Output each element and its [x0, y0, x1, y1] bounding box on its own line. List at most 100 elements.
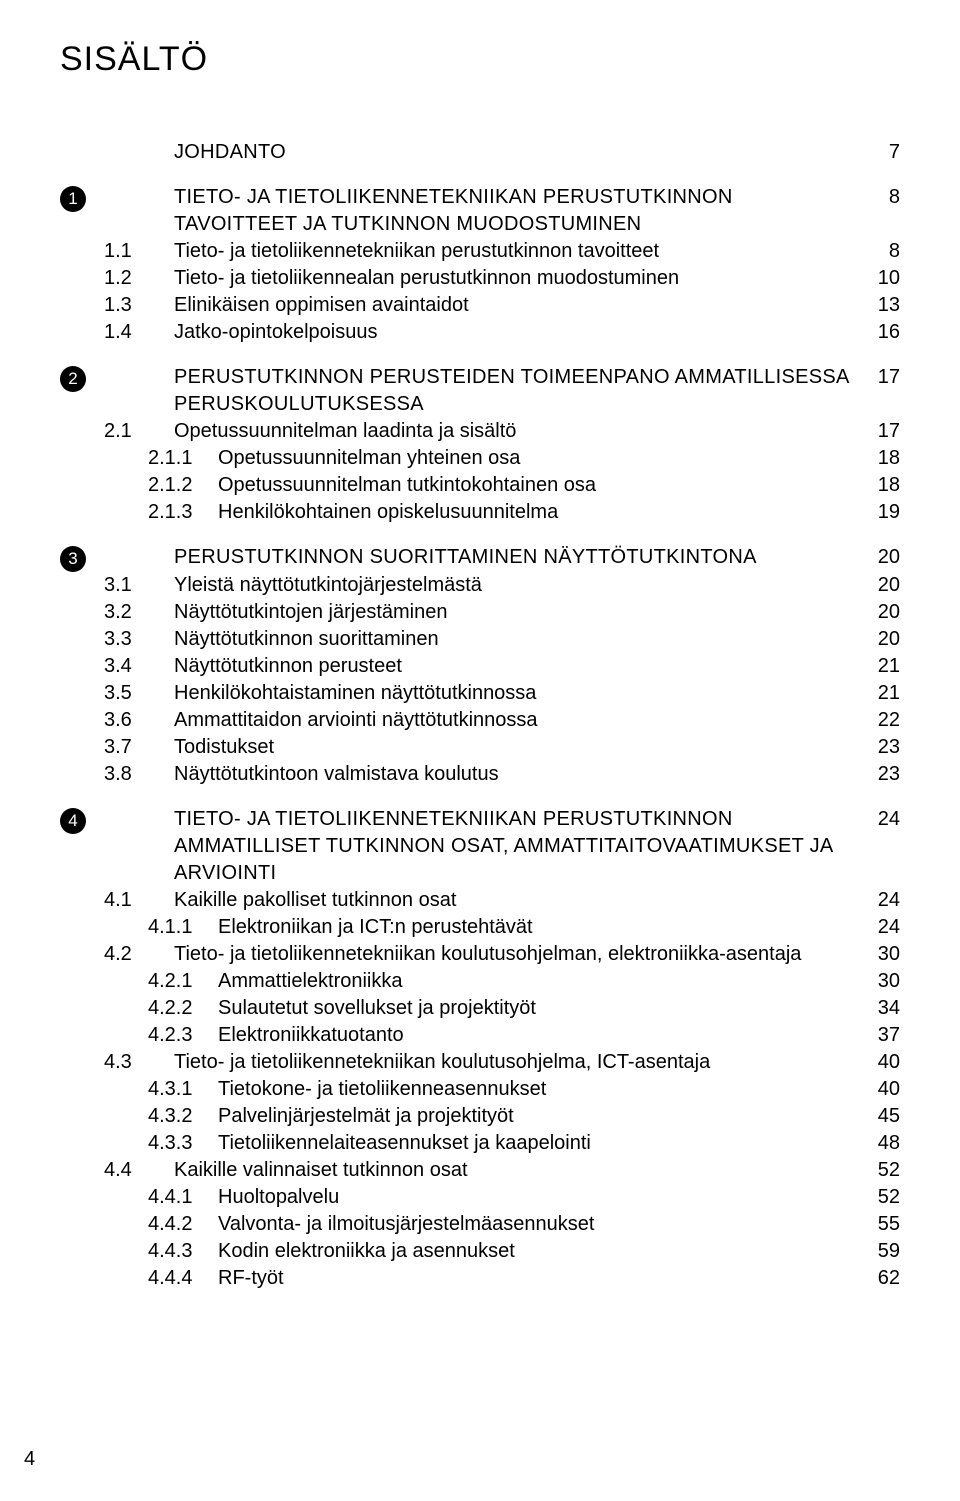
toc-number: 4.2.1 [148, 968, 218, 995]
toc-entry: 3.7Todistukset23 [60, 734, 900, 761]
toc-entry: 3.6Ammattitaidon arviointi näyttötutkinn… [60, 707, 900, 734]
toc-entry: 4.2.3Elektroniikkatuotanto37 [60, 1022, 900, 1049]
toc-page-number: 20 [860, 544, 900, 571]
toc-label: Tieto- ja tietoliikennealan perustutkinn… [174, 265, 860, 292]
toc-entry: 4.3.3Tietoliikennelaiteasennukset ja kaa… [60, 1130, 900, 1157]
toc-label: Tietoliikennelaiteasennukset ja kaapeloi… [218, 1130, 860, 1157]
toc-page-number: 8 [860, 184, 900, 211]
section-badge-icon: 2 [60, 366, 86, 392]
toc-number: 4.4 [104, 1157, 174, 1184]
toc-number: 4.4.3 [148, 1238, 218, 1265]
toc-heading-label: JOHDANTO [174, 139, 860, 166]
toc-page-number: 7 [860, 139, 900, 166]
toc-page-number: 13 [860, 292, 900, 319]
toc-entry: 2.1.2 Opetussuunnitelman tutkintokohtain… [60, 472, 900, 499]
toc-number: 3.1 [104, 572, 174, 599]
toc-page-number: 24 [860, 887, 900, 914]
toc-entry: 4.3.2Palvelinjärjestelmät ja projektityö… [60, 1103, 900, 1130]
toc-entry: 1.1 Tieto- ja tietoliikennetekniikan per… [60, 238, 900, 265]
toc-entry: 4.1Kaikille pakolliset tutkinnon osat24 [60, 887, 900, 914]
toc-page-number: 20 [860, 599, 900, 626]
toc-number: 3.8 [104, 761, 174, 788]
toc-label: Opetussuunnitelman yhteinen osa [218, 445, 860, 472]
toc-page-number: 17 [860, 364, 900, 391]
toc-label: Opetussuunnitelman tutkintokohtainen osa [218, 472, 860, 499]
toc-label: Elektroniikan ja ICT:n perustehtävät [218, 914, 860, 941]
toc-page-number: 23 [860, 734, 900, 761]
toc-label: Ammattielektroniikka [218, 968, 860, 995]
toc-page-number: 37 [860, 1022, 900, 1049]
toc-section-2: 2 PERUSTUTKINNON PERUSTEIDEN TOIMEENPANO… [60, 364, 900, 526]
toc-label: Opetussuunnitelman laadinta ja sisältö [174, 418, 860, 445]
toc-page-number: 40 [860, 1076, 900, 1103]
toc-page-number: 21 [860, 653, 900, 680]
toc-label: Henkilökohtainen opiskelusuunnitelma [218, 499, 860, 526]
toc-page-number: 59 [860, 1238, 900, 1265]
toc-entry: 4 TIETO- JA TIETOLIIKENNETEKNIIKAN PERUS… [60, 806, 900, 887]
toc-label: Yleistä näyttötutkintojärjestelmästä [174, 572, 860, 599]
toc-entry: 3.2Näyttötutkintojen järjestäminen20 [60, 599, 900, 626]
badge-placeholder [60, 139, 104, 141]
toc-number: 1.2 [104, 265, 174, 292]
toc-label: Kaikille pakolliset tutkinnon osat [174, 887, 860, 914]
toc-page-number: 18 [860, 445, 900, 472]
toc-page-number: 24 [860, 914, 900, 941]
toc-number: 4.3.3 [148, 1130, 218, 1157]
toc-label: Ammattitaidon arviointi näyttötutkinnoss… [174, 707, 860, 734]
toc-number: 3.4 [104, 653, 174, 680]
toc-number: 3.5 [104, 680, 174, 707]
toc-number: 4.2.2 [148, 995, 218, 1022]
toc-page-number: 18 [860, 472, 900, 499]
toc-number: 2.1.1 [148, 445, 218, 472]
toc-entry: 4.2.1Ammattielektroniikka30 [60, 968, 900, 995]
toc-label: Palvelinjärjestelmät ja projektityöt [218, 1103, 860, 1130]
toc-heading-label: PERUSTUTKINNON SUORITTAMINEN NÄYTTÖTUTKI… [174, 544, 860, 571]
toc-entry: 2.1.1 Opetussuunnitelman yhteinen osa 18 [60, 445, 900, 472]
toc-page-number: 16 [860, 319, 900, 346]
toc-entry: 1.3 Elinikäisen oppimisen avaintaidot 13 [60, 292, 900, 319]
toc-entry: 3 PERUSTUTKINNON SUORITTAMINEN NÄYTTÖTUT… [60, 544, 900, 572]
toc-number: 1.1 [104, 238, 174, 265]
toc-entry: 4.3Tieto- ja tietoliikennetekniikan koul… [60, 1049, 900, 1076]
toc-label: Tietokone- ja tietoliikenneasennukset [218, 1076, 860, 1103]
toc-page-number: 62 [860, 1265, 900, 1292]
toc-label: Valvonta- ja ilmoitusjärjestelmäasennuks… [218, 1211, 860, 1238]
badge-col: 2 [60, 364, 104, 392]
section-badge-icon: 4 [60, 808, 86, 834]
toc-label: Todistukset [174, 734, 860, 761]
toc-number: 2.1.3 [148, 499, 218, 526]
toc-entry: 3.8Näyttötutkintoon valmistava koulutus2… [60, 761, 900, 788]
badge-col: 1 [60, 184, 104, 212]
toc-entry: 1 TIETO- JA TIETOLIIKENNETEKNIIKAN PERUS… [60, 184, 900, 238]
toc-number: 4.4.4 [148, 1265, 218, 1292]
toc-number: 3.7 [104, 734, 174, 761]
toc-entry: 3.4Näyttötutkinnon perusteet21 [60, 653, 900, 680]
toc-number: 4.2 [104, 941, 174, 968]
badge-col: 4 [60, 806, 104, 834]
toc-number: 2.1.2 [148, 472, 218, 499]
toc-number: 1.3 [104, 292, 174, 319]
toc-number: 3.6 [104, 707, 174, 734]
toc-label: Tieto- ja tietoliikennetekniikan koulutu… [174, 941, 860, 968]
toc-page-number: 30 [860, 968, 900, 995]
toc-page-number: 22 [860, 707, 900, 734]
toc-label: Tieto- ja tietoliikennetekniikan koulutu… [174, 1049, 860, 1076]
toc-number: 4.3.1 [148, 1076, 218, 1103]
toc-entry: 4.4.2Valvonta- ja ilmoitusjärjestelmäase… [60, 1211, 900, 1238]
toc-entry: 4.4.4RF-työt62 [60, 1265, 900, 1292]
toc-entry: 4.4Kaikille valinnaiset tutkinnon osat52 [60, 1157, 900, 1184]
toc-section-johdanto: JOHDANTO 7 [60, 139, 900, 166]
toc-section-4: 4 TIETO- JA TIETOLIIKENNETEKNIIKAN PERUS… [60, 806, 900, 1292]
toc-number: 4.1.1 [148, 914, 218, 941]
toc-page-number: 23 [860, 761, 900, 788]
badge-col: 3 [60, 544, 104, 572]
toc-number: 3.2 [104, 599, 174, 626]
toc-entry: 2 PERUSTUTKINNON PERUSTEIDEN TOIMEENPANO… [60, 364, 900, 418]
toc-section-3: 3 PERUSTUTKINNON SUORITTAMINEN NÄYTTÖTUT… [60, 544, 900, 788]
toc-label: Näyttötutkinnon perusteet [174, 653, 860, 680]
toc-entry: 4.2Tieto- ja tietoliikennetekniikan koul… [60, 941, 900, 968]
toc-label: Elektroniikkatuotanto [218, 1022, 860, 1049]
page-title: SISÄLTÖ [60, 40, 900, 79]
toc-label: Elinikäisen oppimisen avaintaidot [174, 292, 860, 319]
toc-heading-label: TIETO- JA TIETOLIIKENNETEKNIIKAN PERUSTU… [174, 806, 860, 887]
